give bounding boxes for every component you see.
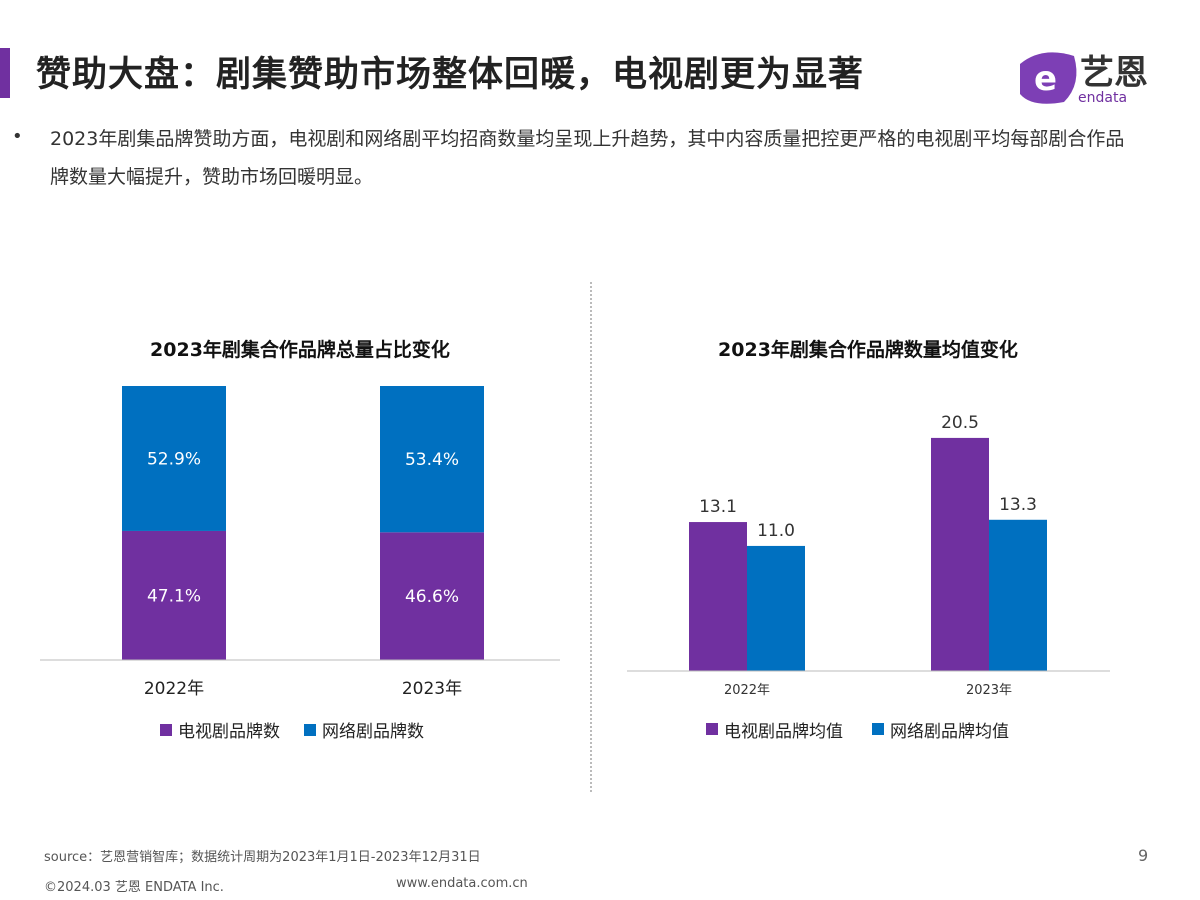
legend-swatch [304,724,316,736]
bar [747,545,805,671]
data-label: 11.0 [757,521,795,541]
bar-segment [122,386,226,531]
x-tick-label: 2022年 [144,679,204,699]
chart-title: 2023年剧集合作品牌数量均值变化 [718,338,1018,361]
chart-title: 2023年剧集合作品牌总量占比变化 [150,338,450,361]
page-title: 赞助大盘：剧集赞助市场整体回暖，电视剧更为显著 [36,55,865,95]
bar-segment [122,530,226,660]
body-text: 2023年剧集品牌赞助方面，电视剧和网络剧平均招商数量均呈现上升趋势，其中内容质… [50,128,1125,188]
svg-text:艺恩: 艺恩 [1080,53,1148,93]
data-label: 46.6% [405,587,459,607]
page-number: 9 [1138,846,1149,865]
bar-segment [380,386,484,533]
bar [989,519,1047,671]
endata-logo: e 艺恩 endata [1012,44,1162,108]
bar [931,437,989,671]
copyright: ©2024.03 艺恩 ENDATA Inc. [44,880,224,895]
chart-share: 2023年剧集合作品牌总量占比变化 47.1% 52.9% 2022年 46.6% 53.… [40,338,560,742]
data-label: 52.9% [147,449,201,469]
chart-average: 2023年剧集合作品牌数量均值变化 13.1 11.0 2022年 20.5 13.3 20… [627,338,1110,742]
legend-swatch [872,723,884,735]
website-link[interactable]: www.endata.com.cn [396,876,528,891]
legend-label: 电视剧品牌数 [178,722,280,742]
x-tick-label: 2022年 [724,683,770,698]
data-label: 13.1 [699,497,737,517]
x-tick-label: 2023年 [402,679,462,699]
svg-text:e: e [1034,59,1057,99]
data-label: 53.4% [405,450,459,470]
bullet-icon: • [12,126,23,147]
legend-label: 网络剧品牌数 [322,722,424,742]
svg-text:endata: endata [1078,90,1127,106]
legend-swatch [706,723,718,735]
x-tick-label: 2023年 [966,683,1012,698]
source-note: source：艺恩营销智库；数据统计周期为2023年1月1日-2023年12月3… [44,850,481,865]
legend-swatch [160,724,172,736]
bar-segment [380,532,484,660]
title-accent-bar [0,48,10,98]
bar [689,522,747,671]
legend-label: 网络剧品牌均值 [890,722,1009,742]
data-label: 47.1% [147,586,201,606]
data-label: 13.3 [999,495,1037,515]
legend-label: 电视剧品牌均值 [724,722,843,742]
data-label: 20.5 [941,413,979,433]
divider [590,282,592,792]
